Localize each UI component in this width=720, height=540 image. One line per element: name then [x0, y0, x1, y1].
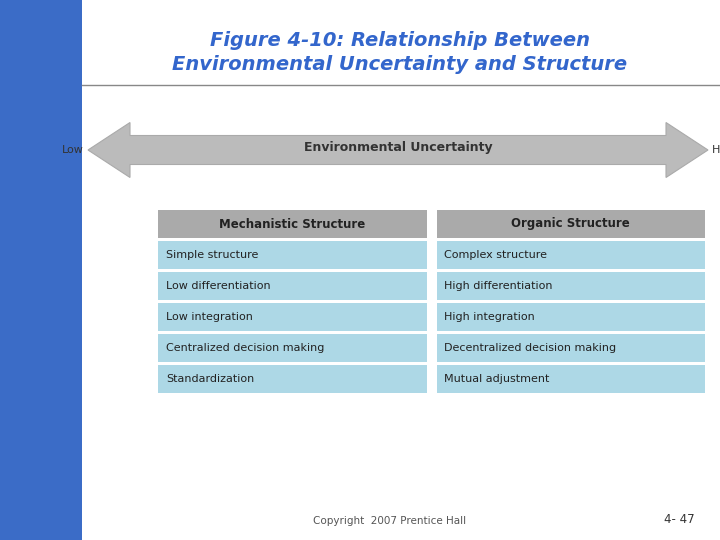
Text: Environmental Uncertainty and Structure: Environmental Uncertainty and Structure — [172, 56, 628, 75]
FancyBboxPatch shape — [436, 272, 705, 300]
Polygon shape — [88, 123, 708, 178]
Text: High differentiation: High differentiation — [444, 281, 553, 291]
Text: Figure 4-10: Relationship Between: Figure 4-10: Relationship Between — [210, 30, 590, 50]
Text: Organic Structure: Organic Structure — [511, 218, 630, 231]
Text: Mutual adjustment: Mutual adjustment — [444, 374, 550, 384]
FancyBboxPatch shape — [436, 241, 705, 269]
Text: Mechanistic Structure: Mechanistic Structure — [219, 218, 365, 231]
Text: Complex structure: Complex structure — [444, 250, 547, 260]
FancyBboxPatch shape — [436, 334, 705, 362]
Text: Decentralized decision making: Decentralized decision making — [444, 343, 616, 353]
Text: 4- 47: 4- 47 — [665, 513, 695, 526]
FancyBboxPatch shape — [436, 365, 705, 393]
FancyBboxPatch shape — [158, 272, 426, 300]
Text: Copyright  2007 Prentice Hall: Copyright 2007 Prentice Hall — [313, 516, 467, 526]
FancyBboxPatch shape — [158, 210, 426, 238]
FancyBboxPatch shape — [158, 303, 426, 331]
Text: High: High — [712, 145, 720, 155]
FancyBboxPatch shape — [436, 303, 705, 331]
FancyBboxPatch shape — [158, 334, 426, 362]
Text: Low: Low — [62, 145, 84, 155]
Text: Centralized decision making: Centralized decision making — [166, 343, 325, 353]
Text: Simple structure: Simple structure — [166, 250, 258, 260]
Text: Low differentiation: Low differentiation — [166, 281, 271, 291]
Text: Environmental Uncertainty: Environmental Uncertainty — [304, 140, 492, 153]
Bar — [0, 0, 82, 540]
FancyBboxPatch shape — [158, 365, 426, 393]
FancyBboxPatch shape — [158, 241, 426, 269]
Text: Standardization: Standardization — [166, 374, 254, 384]
Text: Low integration: Low integration — [166, 312, 253, 322]
Text: High integration: High integration — [444, 312, 535, 322]
FancyBboxPatch shape — [436, 210, 705, 238]
